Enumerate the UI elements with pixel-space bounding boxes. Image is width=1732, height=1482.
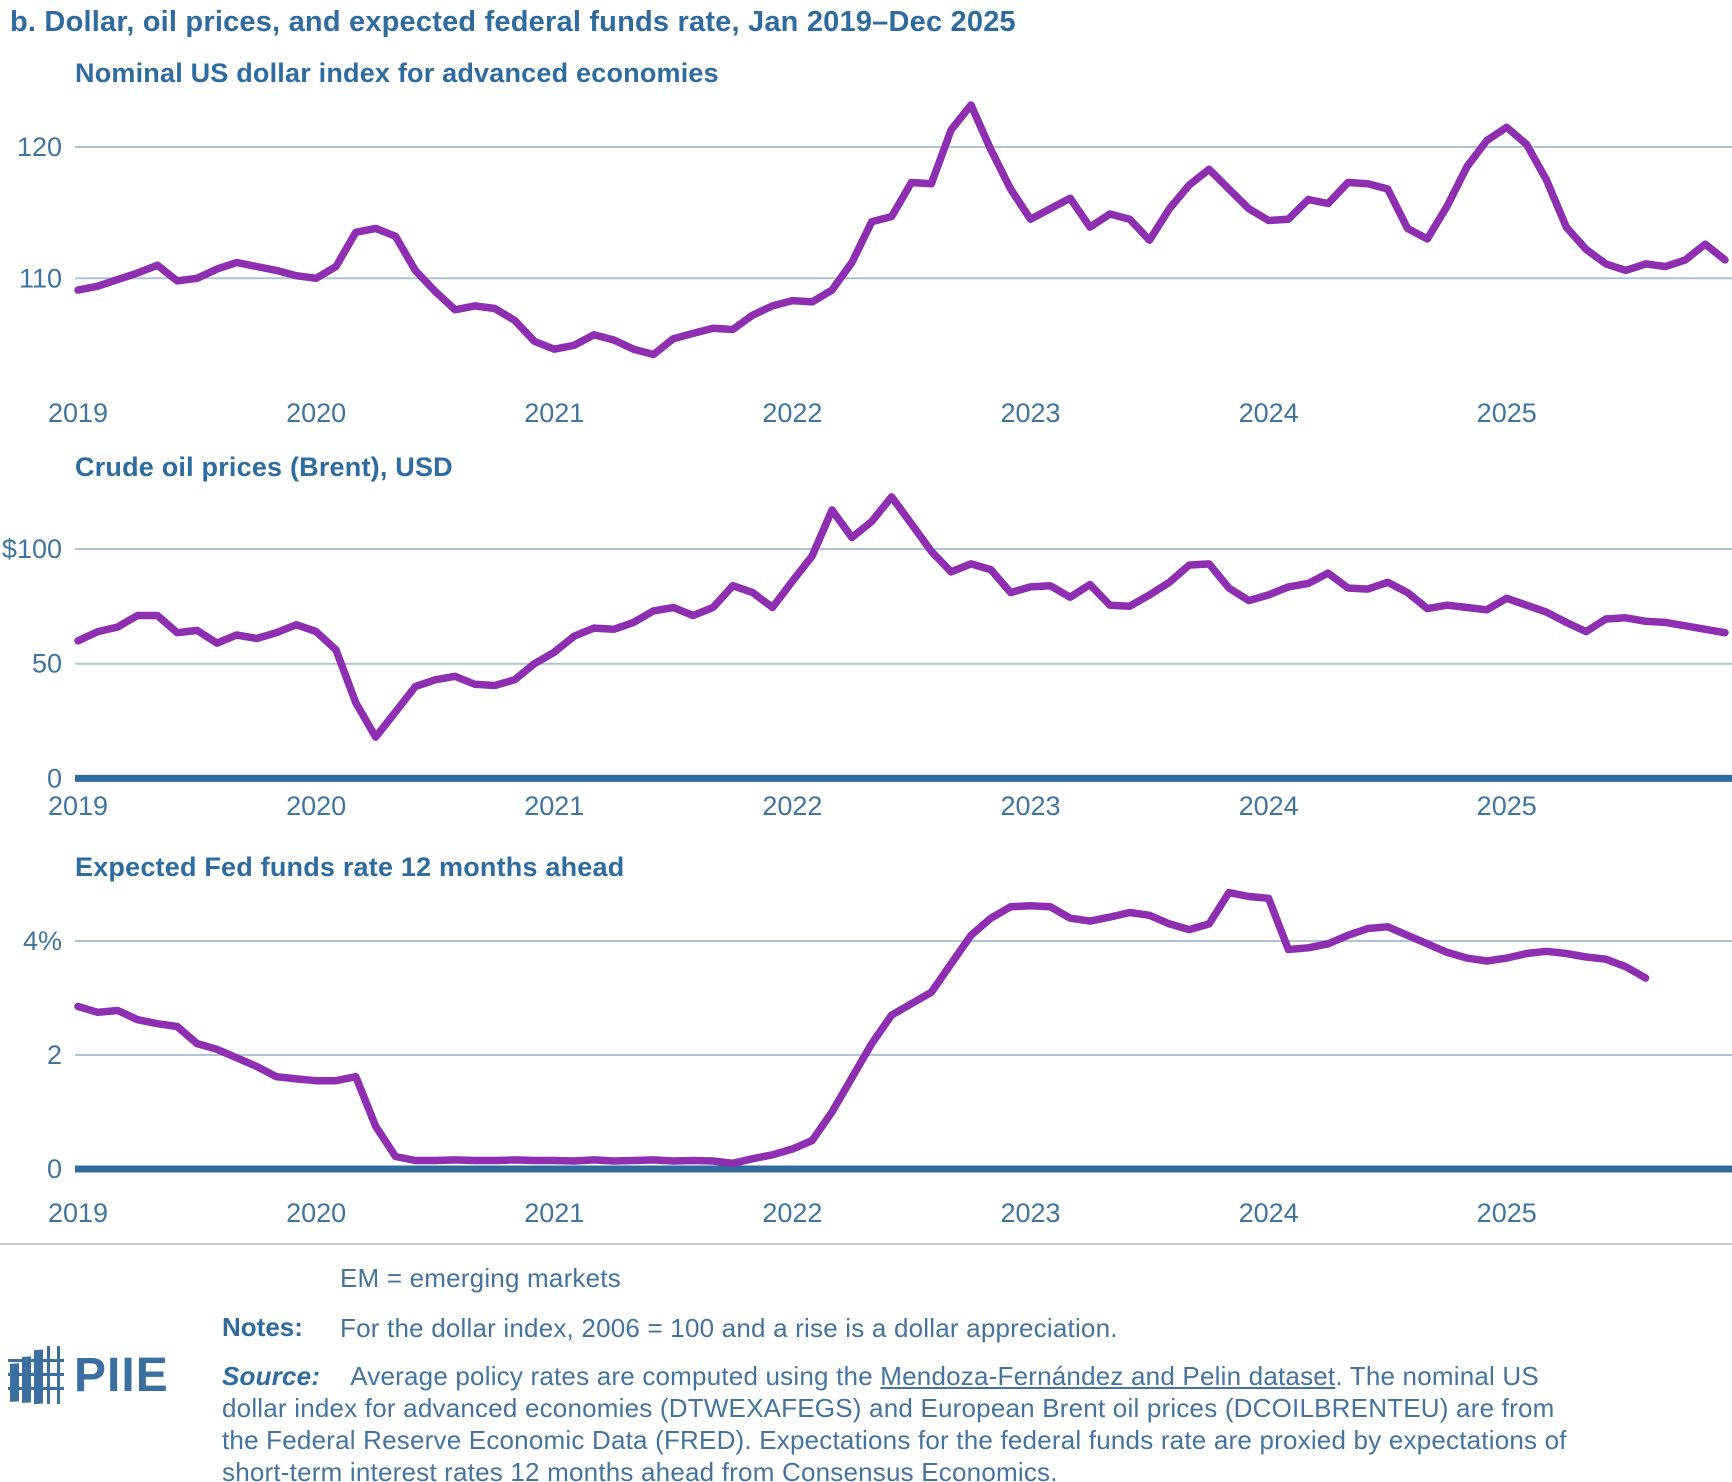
x-tick-label-2020: 2020 [286,398,346,428]
x-tick-label-2023: 2023 [1000,398,1060,428]
notes-text: For the dollar index, 2006 = 100 and a r… [340,1313,1118,1343]
y-tick-label: 110 [19,263,62,293]
x-tick-label-2024: 2024 [1239,791,1299,821]
x-tick-label-2023: 2023 [1000,1198,1060,1228]
source-text-prefix: Average policy rates are computed using … [350,1361,881,1391]
x-tick-label-2019: 2019 [48,791,108,821]
em-abbreviation-note: EM = emerging markets [340,1263,621,1293]
piie-building-icon [8,1346,64,1405]
x-tick-label-2021: 2021 [524,1198,584,1228]
x-tick-label-2022: 2022 [762,398,822,428]
y-tick-label: 0 [47,763,62,793]
footer-divider [0,1243,1732,1245]
x-tick-label-2020: 2020 [286,791,346,821]
x-tick-label-2025: 2025 [1477,398,1537,428]
x-tick-label-2019: 2019 [48,1198,108,1228]
x-tick-label-2025: 2025 [1477,791,1537,821]
x-tick-label-2022: 2022 [762,791,822,821]
piie-logo-text: PIIE [74,1349,169,1402]
figure-title: b. Dollar, oil prices, and expected fede… [10,6,1016,38]
x-tick-label-2024: 2024 [1239,1198,1299,1228]
x-tick-label-2019: 2019 [48,398,108,428]
source-text-suffix: . The nominal US dollar index for advanc… [222,1361,1567,1482]
data-line-c1 [74,101,1729,359]
fed-funds-chart: 4% 2 0 2019 2020 2021 2022 2023 2024 2025 [23,888,1732,1228]
data-line-c2 [74,493,1729,741]
source-dataset-link[interactable]: Mendoza-Fernández and Pelin dataset [880,1361,1336,1391]
data-line-c3 [74,888,1650,1168]
chart-title-dollar-index: Nominal US dollar index for advanced eco… [75,58,719,88]
notes-label: Notes: [222,1312,303,1342]
x-tick-label-2024: 2024 [1239,398,1299,428]
source-label: Source: [222,1361,321,1391]
chart-title-fed-funds: Expected Fed funds rate 12 months ahead [75,852,625,882]
chart-title-crude-oil: Crude oil prices (Brent), USD [75,452,453,482]
dollar-index-chart: 120 110 2019 2020 2021 2022 2023 2024 2025 [17,101,1732,428]
x-tick-label-2020: 2020 [286,1198,346,1228]
y-tick-label: 120 [17,132,62,162]
x-tick-label-2023: 2023 [1000,791,1060,821]
y-tick-label: $100 [2,534,62,564]
x-tick-label-2021: 2021 [524,791,584,821]
y-tick-label: 50 [32,649,62,679]
x-tick-label-2022: 2022 [762,1198,822,1228]
x-tick-label-2021: 2021 [524,398,584,428]
y-tick-label: 2 [47,1040,62,1070]
y-tick-label: 0 [47,1154,62,1184]
source-note: Source: Average policy rates are computed… [222,1360,1567,1482]
y-tick-label: 4% [23,926,62,956]
x-tick-label-2025: 2025 [1477,1198,1537,1228]
